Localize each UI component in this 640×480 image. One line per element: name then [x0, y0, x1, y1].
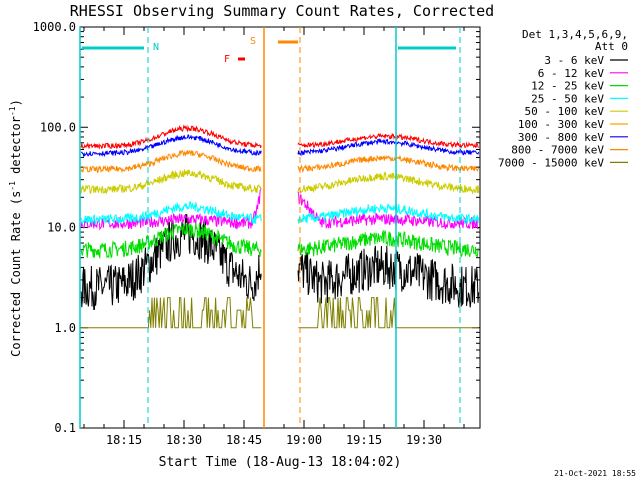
- legend-header-line1: Det 1,3,4,5,6,9,: [522, 28, 628, 41]
- night-annotation-label: N: [153, 42, 159, 53]
- y-axis-label: Corrected Count Rate (s-1 detector-1): [8, 99, 23, 357]
- series-12-25-kev: [297, 229, 479, 258]
- x-tick-label: 19:15: [346, 433, 382, 447]
- legend-entry-label: 12 - 25 keV: [531, 80, 604, 93]
- series-7000-15000-kev: [81, 297, 479, 329]
- chart-title: RHESSI Observing Summary Count Rates, Co…: [70, 2, 494, 20]
- series-50-100-kev: [297, 171, 480, 195]
- y-axis-label-main: Corrected Count Rate (s: [9, 191, 23, 357]
- y-axis-label-sup2: -1: [8, 106, 17, 116]
- series-300-800-kev: [297, 137, 480, 157]
- y-tick-label: 10.0: [47, 221, 76, 235]
- y-tick-label: 1000.0: [33, 20, 76, 34]
- series-800-7000-kev: [297, 154, 480, 174]
- x-axis-label: Start Time (18-Aug-13 18:04:02): [159, 455, 402, 470]
- legend-entry-label: 7000 - 15000 keV: [498, 156, 604, 169]
- x-tick-label: 18:45: [226, 433, 262, 447]
- series-25-50-kev: [297, 203, 480, 224]
- series-12-25-kev: [80, 222, 262, 260]
- saa-annotation-label: S: [250, 36, 256, 47]
- series-50-100-kev: [80, 169, 262, 195]
- legend-entry-label: 50 - 100 keV: [525, 105, 605, 118]
- x-tick-label: 19:30: [406, 433, 442, 447]
- series-800-7000-kev: [80, 149, 262, 174]
- series-red-top: [297, 132, 480, 149]
- x-tick-label: 18:15: [106, 433, 142, 447]
- series-3-6-kev: [80, 214, 262, 311]
- series-25-50-kev: [80, 201, 262, 226]
- y-tick-label: 100.0: [40, 120, 76, 134]
- plot-area: 1000.0 100.0 10.0 1.0 0.1 18:15 18:30 18:45 19:0…: [33, 20, 481, 447]
- y-axis-label-end: ): [9, 99, 23, 106]
- x-tick-label: 19:00: [286, 433, 322, 447]
- y-axis-label-mid: detector: [9, 116, 23, 181]
- flare-annotation-label: F: [224, 54, 230, 65]
- legend-entry-label: 100 - 300 keV: [518, 118, 604, 131]
- legend-entry-label: 25 - 50 keV: [531, 92, 604, 105]
- series-6-12-kev: [297, 191, 479, 230]
- legend-entry-label: 3 - 6 keV: [544, 54, 604, 67]
- footer-timestamp: 21-Oct-2021 18:55: [554, 469, 636, 478]
- y-axis-label-sup1: -1: [8, 181, 17, 191]
- legend-entry-label: 800 - 7000 keV: [511, 144, 604, 157]
- legend-entry-label: 300 - 800 keV: [518, 131, 604, 144]
- series-300-800-kev: [80, 134, 262, 158]
- y-tick-label: 0.1: [54, 421, 76, 435]
- y-tick-label: 1.0: [54, 321, 76, 335]
- plot-frame: [79, 26, 481, 429]
- series-red-top: [80, 124, 262, 150]
- series-3-6-kev: [297, 245, 480, 308]
- x-tick-label: 18:30: [166, 433, 202, 447]
- legend-header-line2: Att 0: [595, 40, 628, 53]
- series-6-12-kev: [80, 187, 262, 231]
- legend-entry-label: 6 - 12 keV: [538, 67, 605, 80]
